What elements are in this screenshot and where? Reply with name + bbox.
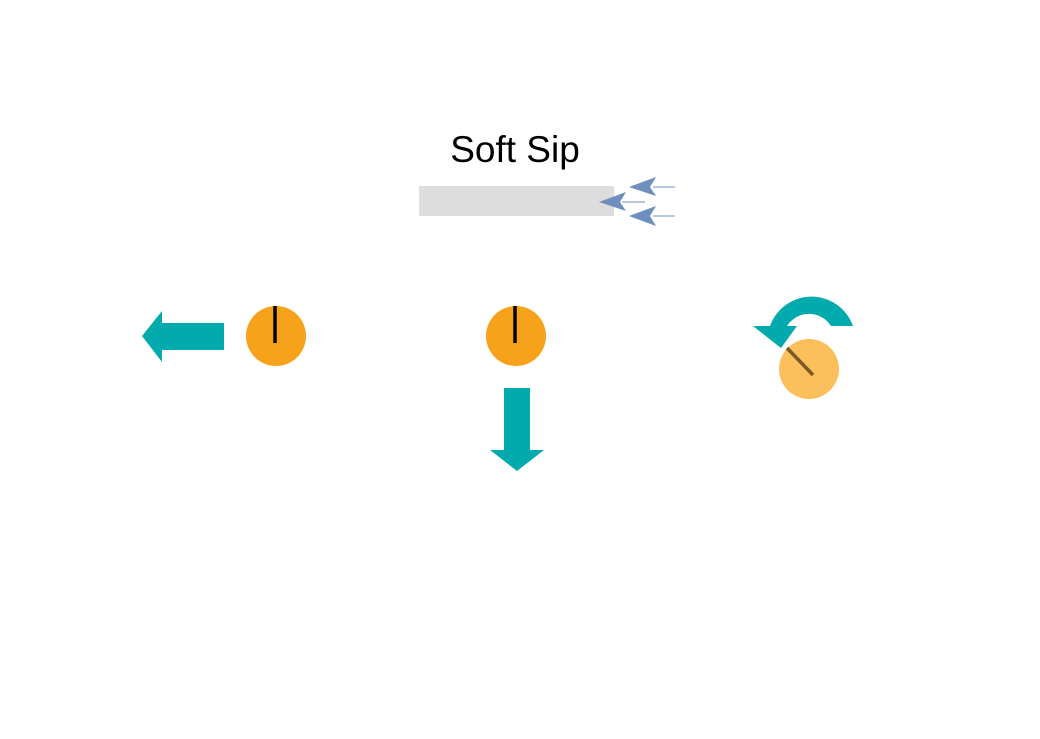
airflow-arrows-icon [599, 177, 675, 226]
arrow-down-icon [490, 388, 544, 471]
panel-move-left [142, 306, 306, 366]
airflow-arrow-bottom [629, 206, 675, 226]
rotate-arrow-icon [753, 296, 853, 348]
arrow-left-icon [142, 311, 224, 362]
panel-move-down [486, 306, 546, 471]
panel-rotate [753, 296, 853, 399]
dial-cursor-icon [779, 339, 839, 399]
dial-cursor-icon [486, 306, 546, 366]
straw-bar [419, 186, 614, 216]
diagram-title: Soft Sip [450, 129, 580, 170]
airflow-arrow-middle [599, 192, 645, 211]
dial-cursor-icon [246, 306, 306, 366]
airflow-arrow-top [629, 177, 675, 196]
